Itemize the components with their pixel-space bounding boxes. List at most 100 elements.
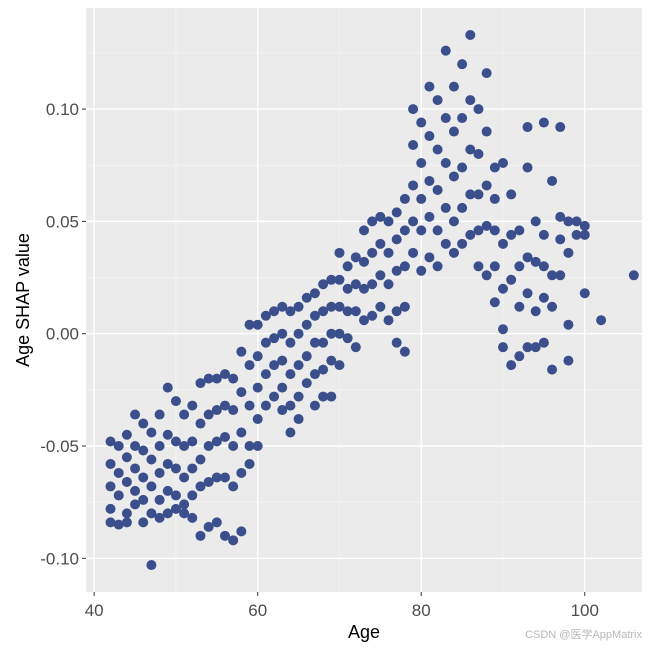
major-gridlines bbox=[86, 8, 642, 592]
data-point bbox=[481, 68, 492, 79]
data-point bbox=[277, 382, 288, 393]
data-point bbox=[318, 306, 329, 317]
data-point bbox=[228, 373, 239, 384]
data-point bbox=[334, 328, 345, 339]
data-point bbox=[203, 476, 214, 487]
data-point bbox=[440, 113, 451, 124]
data-point bbox=[416, 117, 427, 128]
data-point bbox=[522, 342, 533, 353]
data-point bbox=[498, 238, 508, 249]
data-point bbox=[187, 436, 198, 447]
data-point bbox=[220, 530, 230, 541]
y-tick-label: -0.05 bbox=[40, 437, 79, 456]
data-point bbox=[195, 378, 206, 389]
data-point bbox=[309, 337, 320, 348]
data-point bbox=[473, 225, 484, 236]
data-point bbox=[236, 427, 247, 438]
data-point bbox=[334, 360, 345, 371]
data-point bbox=[596, 315, 607, 326]
data-point bbox=[138, 517, 149, 528]
data-point bbox=[244, 441, 255, 451]
data-point bbox=[318, 391, 329, 402]
data-point bbox=[506, 360, 517, 371]
data-point bbox=[277, 405, 288, 416]
x-tick-label: 60 bbox=[248, 601, 267, 620]
data-point bbox=[244, 319, 255, 330]
data-point bbox=[408, 140, 419, 151]
data-point bbox=[522, 288, 533, 299]
data-point bbox=[121, 508, 132, 519]
data-point bbox=[187, 490, 198, 501]
data-point bbox=[187, 512, 198, 523]
data-point bbox=[350, 306, 361, 317]
data-point bbox=[293, 414, 304, 425]
data-point bbox=[179, 441, 190, 451]
data-point bbox=[367, 247, 378, 258]
data-point bbox=[334, 274, 345, 285]
data-point bbox=[506, 274, 517, 285]
data-point bbox=[448, 171, 459, 182]
data-point bbox=[203, 521, 214, 532]
data-point bbox=[530, 216, 541, 227]
data-point bbox=[121, 517, 132, 528]
data-point bbox=[506, 229, 517, 240]
data-point bbox=[408, 247, 419, 258]
data-point bbox=[269, 391, 280, 402]
data-point bbox=[498, 283, 508, 294]
data-point bbox=[350, 342, 361, 353]
data-point bbox=[130, 463, 141, 474]
data-point bbox=[408, 104, 419, 115]
data-point bbox=[555, 122, 566, 133]
data-point bbox=[252, 414, 263, 425]
data-point bbox=[457, 59, 468, 70]
data-point bbox=[211, 405, 222, 416]
data-point bbox=[448, 216, 459, 227]
x-axis-title: Age bbox=[348, 622, 380, 642]
data-point bbox=[530, 342, 541, 353]
data-point bbox=[121, 452, 132, 463]
data-point bbox=[228, 535, 239, 546]
data-point bbox=[105, 481, 116, 492]
data-point bbox=[563, 355, 574, 366]
data-point bbox=[506, 189, 517, 200]
data-point bbox=[138, 445, 149, 456]
watermark-text: CSDN @医学AppMatrix bbox=[525, 629, 642, 641]
data-point bbox=[530, 306, 541, 317]
data-point bbox=[252, 441, 263, 451]
data-point bbox=[432, 95, 443, 106]
data-point bbox=[416, 265, 427, 276]
data-point bbox=[113, 467, 124, 478]
data-point bbox=[522, 122, 533, 133]
data-point bbox=[350, 279, 361, 290]
data-point bbox=[481, 126, 492, 137]
data-point bbox=[563, 247, 574, 258]
data-point bbox=[432, 261, 443, 272]
data-point bbox=[170, 396, 181, 407]
data-point bbox=[318, 364, 329, 375]
data-point bbox=[269, 333, 280, 344]
data-point bbox=[236, 387, 247, 398]
data-point bbox=[121, 429, 132, 440]
y-tick-label: 0.10 bbox=[46, 100, 79, 119]
data-point bbox=[326, 301, 337, 312]
data-point bbox=[383, 315, 394, 326]
data-point bbox=[277, 355, 288, 366]
plot-panel bbox=[86, 8, 642, 592]
data-point bbox=[244, 400, 255, 411]
data-point bbox=[309, 369, 320, 380]
data-point bbox=[367, 216, 378, 227]
data-point bbox=[416, 193, 427, 204]
data-point bbox=[538, 337, 549, 348]
data-point bbox=[489, 297, 500, 308]
data-point bbox=[367, 310, 378, 321]
data-point bbox=[162, 382, 173, 393]
data-point bbox=[154, 409, 165, 420]
data-points bbox=[105, 29, 639, 571]
data-point bbox=[146, 454, 157, 465]
data-point bbox=[391, 337, 402, 348]
data-point bbox=[260, 400, 271, 411]
data-point bbox=[220, 472, 230, 483]
data-point bbox=[432, 225, 443, 236]
data-point bbox=[170, 503, 181, 514]
data-point bbox=[473, 261, 484, 272]
